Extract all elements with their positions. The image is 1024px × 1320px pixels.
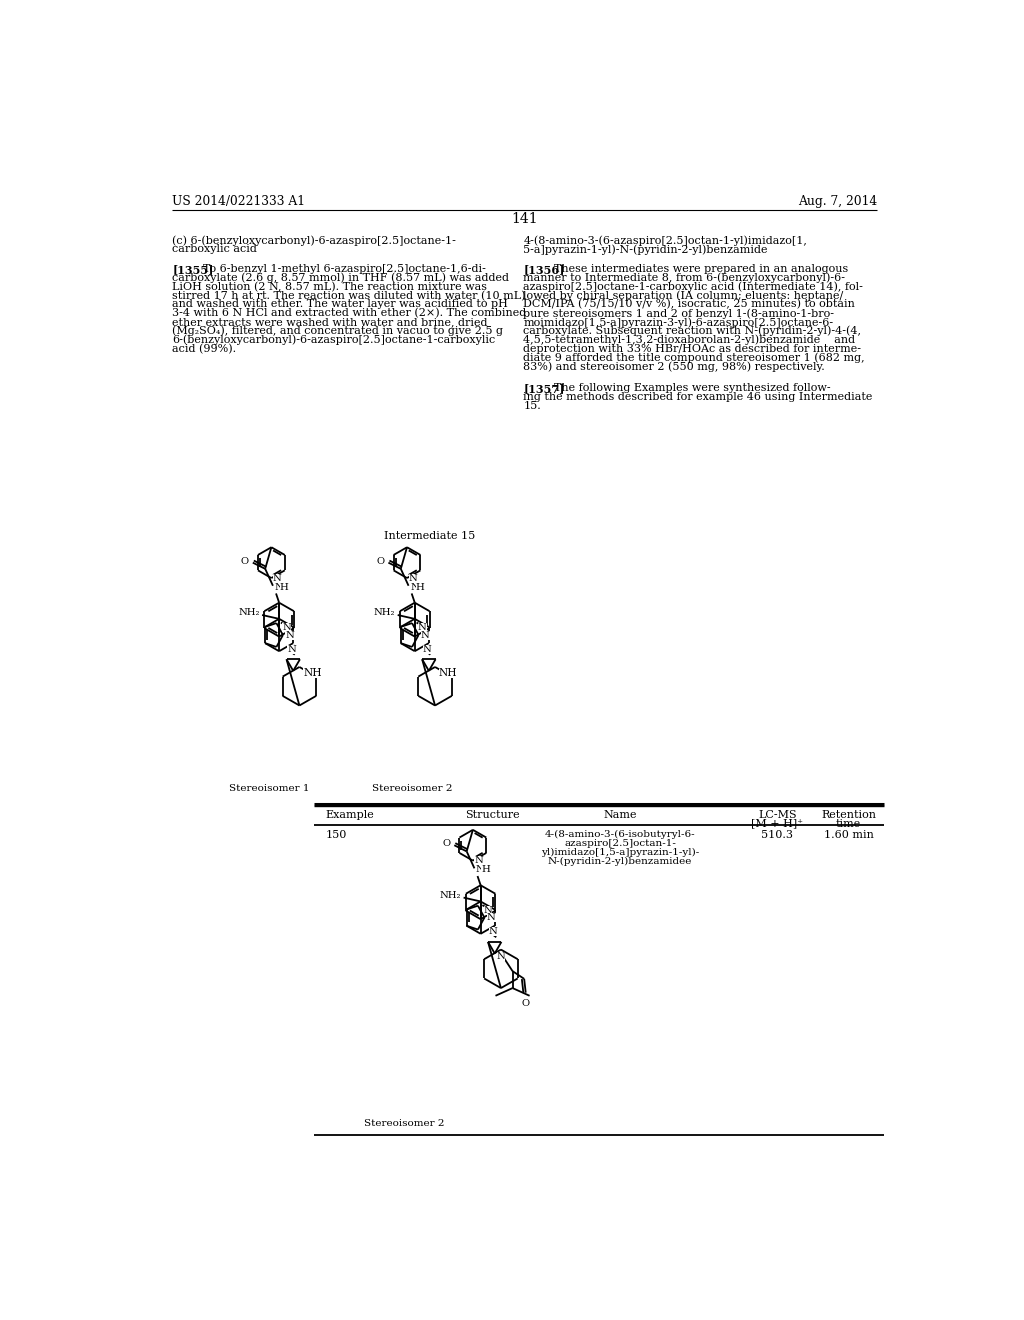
- Text: NH: NH: [303, 668, 322, 678]
- Text: H: H: [280, 583, 289, 591]
- Text: N: N: [288, 644, 296, 653]
- Text: [M + H]⁺: [M + H]⁺: [752, 818, 804, 829]
- Text: ing the methods described for example 46 using Intermediate: ing the methods described for example 46…: [523, 392, 872, 401]
- Text: N: N: [423, 644, 432, 653]
- Text: Stereoisomer 2: Stereoisomer 2: [365, 1119, 444, 1129]
- Text: N: N: [497, 952, 505, 961]
- Text: azaspiro[2.5]octane-1-carboxylic acid (Intermediate 14), fol-: azaspiro[2.5]octane-1-carboxylic acid (I…: [523, 281, 863, 292]
- Text: O: O: [241, 557, 249, 565]
- Text: diate 9 afforded the title compound stereoisomer 1 (682 mg,: diate 9 afforded the title compound ster…: [523, 352, 865, 363]
- Text: Retention: Retention: [821, 810, 877, 820]
- Text: The following Examples were synthesized follow-: The following Examples were synthesized …: [554, 383, 830, 393]
- Text: 5-a]pyrazin-1-yl)-N-(pyridin-2-yl)benzamide: 5-a]pyrazin-1-yl)-N-(pyridin-2-yl)benzam…: [523, 244, 768, 255]
- Text: 141: 141: [511, 213, 539, 226]
- Text: 4-(8-amino-3-(6-isobutyryl-6-: 4-(8-amino-3-(6-isobutyryl-6-: [545, 830, 695, 840]
- Text: acid (99%).: acid (99%).: [172, 343, 237, 354]
- Text: LC-MS: LC-MS: [758, 810, 797, 820]
- Text: pure stereoisomers 1 and 2 of benzyl 1-(8-amino-1-bro-: pure stereoisomers 1 and 2 of benzyl 1-(…: [523, 308, 835, 318]
- Text: deprotection with 33% HBr/HOAc as described for interme-: deprotection with 33% HBr/HOAc as descri…: [523, 343, 861, 354]
- Text: (Mg₂SO₄), filtered, and concentrated in vacuo to give 2.5 g: (Mg₂SO₄), filtered, and concentrated in …: [172, 326, 503, 337]
- Text: [1356]: [1356]: [523, 264, 564, 275]
- Text: [1357]: [1357]: [523, 383, 564, 393]
- Text: DCM/IPA (75/15/10 v/v %), isocratic, 25 minutes) to obtain: DCM/IPA (75/15/10 v/v %), isocratic, 25 …: [523, 300, 855, 310]
- Text: N: N: [410, 583, 419, 591]
- Text: N: N: [274, 583, 284, 591]
- Text: 4-(8-amino-3-(6-azaspiro[2.5]octan-1-yl)imidazo[1,: 4-(8-amino-3-(6-azaspiro[2.5]octan-1-yl)…: [523, 235, 807, 246]
- Text: O: O: [377, 557, 385, 565]
- Text: N: N: [488, 927, 498, 936]
- Text: time: time: [837, 818, 861, 829]
- Text: 83%) and stereoisomer 2 (550 mg, 98%) respectively.: 83%) and stereoisomer 2 (550 mg, 98%) re…: [523, 362, 825, 372]
- Text: To 6-benzyl 1-methyl 6-azaspiro[2.5]octane-1,6-di-: To 6-benzyl 1-methyl 6-azaspiro[2.5]octa…: [203, 264, 486, 273]
- Text: 15.: 15.: [523, 400, 541, 411]
- Text: O: O: [442, 840, 451, 849]
- Text: [1355]: [1355]: [172, 264, 214, 275]
- Text: yl)imidazo[1,5-a]pyrazin-1-yl)-: yl)imidazo[1,5-a]pyrazin-1-yl)-: [541, 847, 699, 857]
- Text: ether extracts were washed with water and brine, dried: ether extracts were washed with water an…: [172, 317, 487, 327]
- Text: US 2014/0221333 A1: US 2014/0221333 A1: [172, 195, 305, 209]
- Text: N: N: [273, 574, 282, 582]
- Text: H: H: [416, 583, 424, 591]
- Text: LiOH solution (2 N, 8.57 mL). The reaction mixture was: LiOH solution (2 N, 8.57 mL). The reacti…: [172, 281, 487, 292]
- Text: Stereoisomer 2: Stereoisomer 2: [372, 784, 453, 793]
- Text: and washed with ether. The water layer was acidified to pH: and washed with ether. The water layer w…: [172, 300, 508, 309]
- Text: N: N: [486, 913, 496, 923]
- Text: 1.60 min: 1.60 min: [824, 830, 873, 840]
- Text: Example: Example: [326, 810, 375, 820]
- Text: NH₂: NH₂: [374, 609, 395, 618]
- Text: N: N: [483, 906, 493, 915]
- Text: N-(pyridin-2-yl)benzamidee: N-(pyridin-2-yl)benzamidee: [548, 857, 692, 866]
- Text: manner to Intermediate 8, from 6-(benzyloxycarbonyl)-6-: manner to Intermediate 8, from 6-(benzyl…: [523, 273, 845, 284]
- Text: O: O: [521, 999, 529, 1008]
- Text: N: N: [476, 866, 484, 874]
- Text: 6-(benzyloxycarbonyl)-6-azaspiro[2.5]octane-1-carboxylic: 6-(benzyloxycarbonyl)-6-azaspiro[2.5]oct…: [172, 335, 496, 346]
- Text: carboxylic acid: carboxylic acid: [172, 244, 257, 255]
- Text: These intermediates were prepared in an analogous: These intermediates were prepared in an …: [554, 264, 849, 273]
- Text: N: N: [286, 631, 294, 639]
- Text: 510.3: 510.3: [762, 830, 794, 840]
- Text: 150: 150: [326, 830, 347, 840]
- Text: N: N: [418, 623, 427, 632]
- Text: NH₂: NH₂: [439, 891, 461, 900]
- Text: NH: NH: [439, 668, 458, 678]
- Text: 4,5,5-tetramethyl-1,3,2-dioxaborolan-2-yl)benzamide    and: 4,5,5-tetramethyl-1,3,2-dioxaborolan-2-y…: [523, 335, 855, 346]
- Text: stirred 17 h at rt. The reaction was diluted with water (10 mL): stirred 17 h at rt. The reaction was dil…: [172, 290, 525, 301]
- Text: Name: Name: [603, 810, 637, 820]
- Text: N: N: [474, 857, 483, 865]
- Text: azaspiro[2.5]octan-1-: azaspiro[2.5]octan-1-: [564, 838, 676, 847]
- Text: H: H: [481, 866, 490, 874]
- Text: 3-4 with 6 N HCl and extracted with ether (2×). The combined: 3-4 with 6 N HCl and extracted with ethe…: [172, 308, 526, 318]
- Text: carboxylate (2.6 g, 8.57 mmol) in THF (8.57 mL) was added: carboxylate (2.6 g, 8.57 mmol) in THF (8…: [172, 273, 509, 284]
- Text: Intermediate 15: Intermediate 15: [384, 531, 475, 541]
- Text: N: N: [421, 631, 430, 639]
- Text: moimidazo[1,5-a]pyrazin-3-yl)-6-azaspiro[2.5]octane-6-: moimidazo[1,5-a]pyrazin-3-yl)-6-azaspiro…: [523, 317, 834, 327]
- Text: N: N: [409, 574, 418, 582]
- Text: Structure: Structure: [465, 810, 519, 820]
- Text: (c) 6-(benzyloxycarbonyl)-6-azaspiro[2.5]octane-1-: (c) 6-(benzyloxycarbonyl)-6-azaspiro[2.5…: [172, 235, 456, 246]
- Text: lowed by chiral separation (IA column; eluents: heptane/: lowed by chiral separation (IA column; e…: [523, 290, 844, 301]
- Text: carboxylate. Subsequent reaction with N-(pyridin-2-yl)-4-(4,: carboxylate. Subsequent reaction with N-…: [523, 326, 861, 337]
- Text: Aug. 7, 2014: Aug. 7, 2014: [798, 195, 878, 209]
- Text: NH₂: NH₂: [239, 609, 260, 618]
- Text: N: N: [283, 623, 291, 632]
- Text: Stereoisomer 1: Stereoisomer 1: [228, 784, 309, 793]
